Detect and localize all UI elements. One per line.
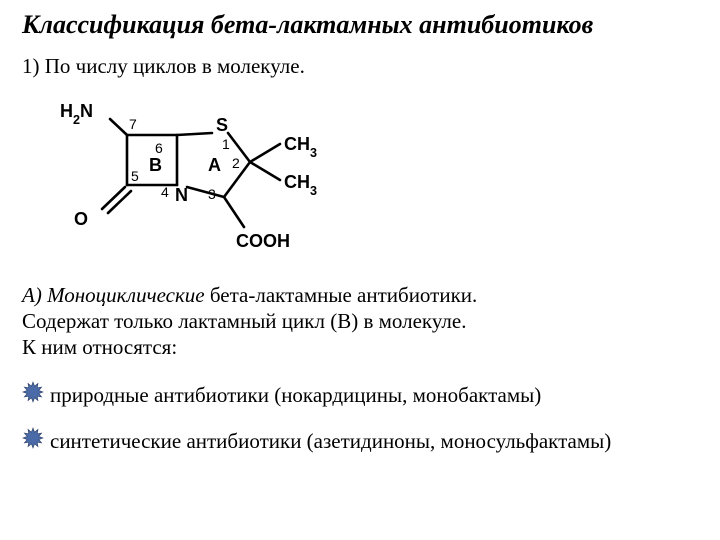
svg-text:7: 7 <box>129 116 137 132</box>
svg-text:B: B <box>149 155 162 175</box>
page-title: Классификация бета-лактамных антибиотико… <box>22 10 698 40</box>
svg-text:4: 4 <box>161 184 169 200</box>
svg-text:1: 1 <box>222 136 230 152</box>
svg-text:H2N: H2N <box>60 101 93 127</box>
svg-text:S: S <box>216 115 228 135</box>
svg-text:2: 2 <box>232 155 240 171</box>
svg-text:5: 5 <box>131 168 139 184</box>
section-a-text: А) Моноциклические бета-лактамные антиби… <box>22 282 698 361</box>
svg-text:O: O <box>74 209 88 229</box>
bullet-text: синтетические антибиотики (азетидиноны, … <box>50 428 611 454</box>
bullet-item: природные антибиотики (нокардицины, моно… <box>22 381 698 409</box>
subheading: 1) По числу циклов в молекуле. <box>22 54 698 79</box>
bullet-item: синтетические антибиотики (азетидиноны, … <box>22 427 698 455</box>
section-a-rest1: бета-лактамные антибиотики. <box>205 283 478 307</box>
svg-text:CH3: CH3 <box>284 134 317 160</box>
starburst-icon <box>22 427 44 455</box>
bullet-text: природные антибиотики (нокардицины, моно… <box>50 382 541 408</box>
svg-text:COOH: COOH <box>236 231 290 251</box>
svg-text:6: 6 <box>155 140 163 156</box>
section-a-line2: Содержат только лактамный цикл (В) в мол… <box>22 309 466 333</box>
svg-text:3: 3 <box>208 186 216 202</box>
section-a-line3: К ним относятся: <box>22 335 177 359</box>
svg-text:A: A <box>208 155 221 175</box>
chemical-structure-diagram: H2N S N O CH3 CH3 COOH B A123 4 56 7 <box>32 87 698 272</box>
svg-text:N: N <box>175 185 188 205</box>
svg-text:CH3: CH3 <box>284 172 317 198</box>
section-a-lead: А) Моноциклические <box>22 283 205 307</box>
starburst-icon <box>22 381 44 409</box>
